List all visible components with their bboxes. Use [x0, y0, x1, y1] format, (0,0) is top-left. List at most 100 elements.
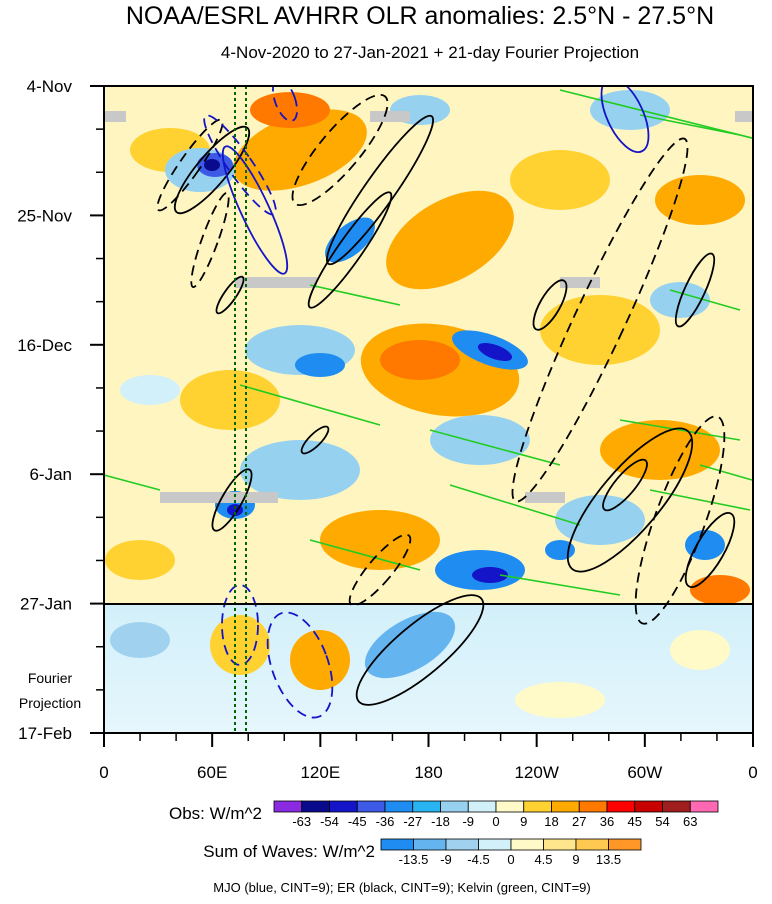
waves-legend: -13.5 -9 -4.5 0 4.5 9 13.5 [380, 838, 642, 867]
obs-legend-tick-label: -9 [462, 814, 474, 829]
waves-legend-color-swatch [510, 838, 544, 851]
er-contour-solid [355, 594, 485, 706]
mjo-contour-dashed [272, 86, 298, 122]
waves-legend-tick-label: 4.5 [534, 852, 552, 867]
er-contour-solid [684, 512, 736, 588]
missing-data-bar [525, 492, 565, 503]
obs-legend-title: Obs: W/m^2 [169, 804, 262, 823]
obs-legend-tick-label: -18 [431, 814, 450, 829]
mjo-contour-dashed [221, 584, 259, 666]
missing-data-bar [160, 492, 278, 503]
olr-patch-negative [204, 159, 220, 171]
x-tick-label: 0 [99, 763, 108, 782]
projection-patch [210, 615, 270, 675]
projection-label-line2: Projection [19, 695, 81, 711]
kelvin-contour [429, 429, 561, 466]
waves-legend-color-swatch [608, 838, 642, 851]
plot-area [104, 86, 753, 733]
obs-legend-tick-label: 63 [683, 814, 697, 829]
chart-title: NOAA/ESRL AVHRR OLR anomalies: 2.5°N - 2… [126, 2, 714, 30]
obs-legend-color-swatch [606, 800, 636, 813]
projection-patch [290, 630, 350, 690]
obs-legend-tick-label: 9 [520, 814, 527, 829]
projection-patches [110, 611, 730, 718]
obs-legend-color-swatch [356, 800, 386, 813]
er-contour-dashed [291, 93, 389, 207]
missing-data-bar [370, 111, 410, 122]
waves-legend-tick-label: 9 [572, 852, 579, 867]
projection-patch [110, 622, 170, 658]
obs-legend-tick-label: -54 [320, 814, 339, 829]
obs-legend-color-swatch [440, 800, 469, 813]
missing-data-bar [104, 111, 126, 122]
x-tick-label: 60E [197, 763, 227, 782]
kelvin-contour [309, 539, 421, 571]
missing-data-bar [735, 111, 753, 122]
kelvin-contour [104, 474, 161, 491]
obs-legend-tick-label: -63 [292, 814, 311, 829]
er-contour-dashed [634, 415, 726, 625]
er-contours [156, 93, 736, 706]
olr-patch-positive [600, 420, 720, 480]
waves-legend-tick-label: -9 [440, 852, 452, 867]
mjo-contour-solid [600, 86, 650, 153]
obs-legend-color-swatch [467, 800, 497, 813]
obs-legend: -63 -54 -45 -36 -27 -18 -9 0 9 18 27 36 45 54 63 [273, 800, 719, 829]
mjo-contour-solid [221, 145, 289, 275]
waves-legend-tick-label: -4.5 [467, 852, 489, 867]
mjo-contour-dashed [266, 611, 334, 719]
er-contour-solid [674, 252, 716, 328]
x-tick-label: 180 [414, 763, 442, 782]
olr-patch-positive [540, 295, 660, 365]
kelvin-contour [449, 484, 581, 526]
chart-subtitle: 4-Nov-2020 to 27-Jan-2021 + 21-day Fouri… [221, 43, 639, 62]
y-axis: 4-Nov 25-Nov 16-Dec 6-Jan 27-Jan 17-Feb [17, 77, 104, 743]
missing-data-bar [560, 277, 600, 288]
obs-legend-color-swatch [634, 800, 663, 813]
obs-legend-color-swatch [689, 800, 719, 813]
olr-patch-positive [250, 92, 330, 128]
kelvin-contour [699, 464, 753, 481]
waves-legend-color-swatch [543, 838, 577, 851]
projection-label-line1: Fourier [28, 670, 73, 686]
mjo-contours [203, 86, 650, 719]
er-contour-solid [173, 125, 251, 215]
obs-legend-tick-label: 36 [600, 814, 614, 829]
olr-patch-negative [120, 375, 180, 405]
olr-patch-positive [180, 370, 280, 430]
kelvin-contour [639, 114, 741, 136]
waves-legend-color-swatch [380, 838, 414, 851]
missing-data-bar [235, 277, 317, 288]
waves-legend-color-swatch [445, 838, 479, 851]
olr-anomaly-patches [105, 90, 750, 605]
kelvin-contour [619, 419, 741, 441]
obs-legend-color-swatch [662, 800, 691, 813]
obs-legend-color-swatch [412, 800, 441, 813]
olr-patch-positive [655, 175, 745, 225]
obs-legend-color-swatch [329, 800, 358, 813]
obs-legend-color-swatch [578, 800, 608, 813]
projection-patch [670, 630, 730, 670]
olr-patch-negative [590, 90, 670, 130]
er-contour-solid [307, 191, 393, 309]
olr-patch-positive [386, 190, 514, 290]
y-tick-label: 6-Jan [29, 465, 72, 484]
er-contour-solid [300, 425, 330, 455]
olr-patch-positive [233, 109, 367, 191]
obs-legend-tick-label: -27 [403, 814, 422, 829]
kelvin-contour [499, 574, 621, 596]
y-tick-label: 16-Dec [17, 336, 72, 355]
waves-legend-color-swatch [478, 838, 512, 851]
olr-patch-positive [105, 540, 175, 580]
olr-patch-positive [320, 510, 440, 570]
olr-patch-positive [380, 340, 460, 380]
er-contour-dashed [511, 137, 689, 503]
obs-legend-color-swatch [495, 800, 525, 813]
kelvin-contours [104, 89, 753, 596]
olr-patch-positive [690, 575, 750, 605]
obs-legend-color-swatch [301, 800, 330, 813]
kelvin-contour [649, 489, 751, 511]
footnote: MJO (blue, CINT=9); ER (black, CINT=9); … [213, 880, 590, 895]
projection-patch [364, 611, 456, 679]
